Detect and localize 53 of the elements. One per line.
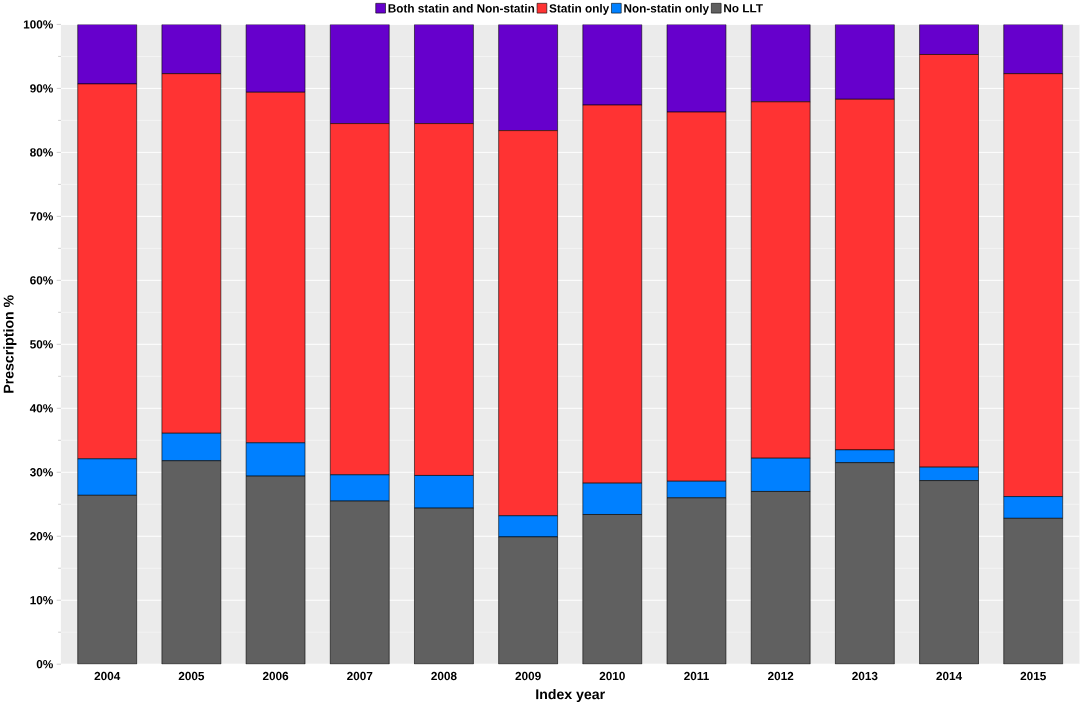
bar — [582, 24, 643, 106]
bar — [414, 507, 474, 665]
legend-label: No LLT — [724, 3, 763, 13]
x-tick-label: 2009 — [515, 671, 541, 681]
x-tick-label: 2012 — [767, 671, 794, 681]
bar — [414, 24, 474, 124]
legend-label: Both statin and Non-statin — [388, 3, 535, 13]
bar — [751, 491, 811, 665]
bar — [750, 24, 811, 102]
bar — [77, 24, 137, 85]
bar — [667, 497, 726, 665]
bar — [330, 500, 390, 665]
y-tick-label: 80% — [30, 148, 53, 157]
bar — [919, 24, 979, 55]
x-tick-label: 2011 — [684, 671, 709, 681]
legend-label: Statin only — [549, 3, 610, 15]
bar — [161, 24, 222, 74]
bar — [666, 24, 727, 113]
x-tick-label: 2013 — [852, 671, 878, 681]
bar — [1003, 517, 1063, 665]
bar — [77, 495, 137, 665]
x-tick-label: 2014 — [936, 671, 963, 681]
x-tick-label: 2010 — [599, 671, 625, 681]
bar — [582, 514, 642, 665]
x-tick-label: 2004 — [94, 671, 121, 681]
x-axis-title: Index year — [536, 688, 605, 702]
y-tick-label: 0% — [36, 659, 53, 669]
bar — [835, 462, 895, 665]
y-tick-label: 20% — [30, 531, 53, 541]
y-tick-label: 10% — [30, 595, 53, 605]
y-tick-label: 70% — [30, 212, 53, 221]
x-tick-label: 2006 — [262, 671, 289, 681]
bar — [498, 536, 558, 665]
y-tick-label: 100% — [23, 20, 53, 29]
y-axis-title: Prescription % — [3, 295, 17, 393]
bar — [161, 460, 221, 665]
bar — [329, 24, 390, 124]
legend-label: Non-statin only — [624, 3, 710, 15]
y-tick-label: 60% — [30, 276, 53, 285]
bar — [245, 24, 306, 93]
bar — [246, 475, 306, 665]
y-tick-label: 30% — [29, 467, 53, 477]
x-tick-label: 2015 — [1020, 671, 1046, 681]
y-tick-label: 90% — [30, 84, 53, 93]
y-tick-label: 40% — [29, 403, 53, 413]
x-tick-label: 2008 — [431, 671, 457, 681]
x-tick-label: 2005 — [178, 671, 205, 681]
bar — [919, 480, 979, 665]
y-tick-label: 50% — [30, 339, 53, 349]
x-tick-label: 2007 — [347, 671, 373, 681]
bar — [835, 24, 895, 100]
bar — [1003, 24, 1063, 74]
bar — [498, 24, 558, 131]
